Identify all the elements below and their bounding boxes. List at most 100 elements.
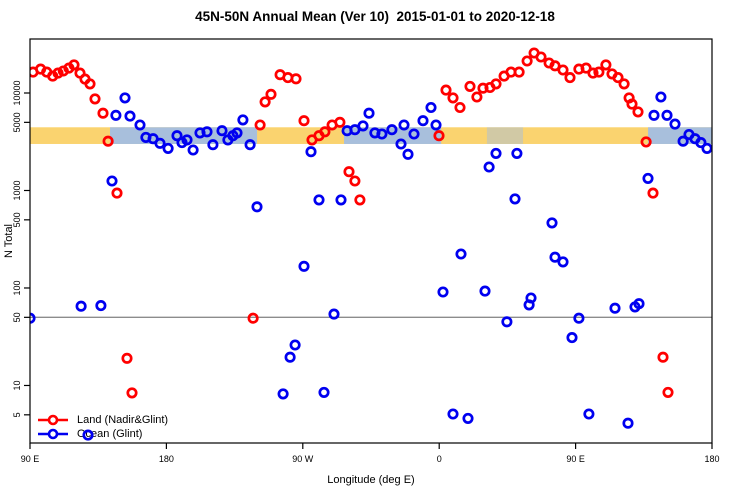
data-point-land bbox=[662, 386, 674, 398]
data-point-ocean bbox=[549, 251, 561, 263]
data-point-land bbox=[623, 92, 635, 104]
data-point-land bbox=[68, 59, 80, 71]
data-point-ocean bbox=[689, 133, 701, 145]
data-point-ocean bbox=[386, 124, 398, 136]
data-point-ocean bbox=[207, 139, 219, 151]
data-point-land bbox=[440, 84, 452, 96]
data-point-land bbox=[618, 78, 630, 90]
data-point-land bbox=[41, 66, 53, 78]
data-point-land bbox=[265, 88, 277, 100]
data-point-ocean bbox=[583, 408, 595, 420]
data-point-land bbox=[477, 82, 489, 94]
data-point-land bbox=[521, 55, 533, 67]
data-point-ocean bbox=[216, 125, 228, 137]
data-point-land bbox=[313, 130, 325, 142]
data-point-land bbox=[334, 116, 346, 128]
data-point-ocean bbox=[701, 142, 712, 154]
x-axis-label: Longitude (deg E) bbox=[327, 474, 415, 486]
data-point-ocean bbox=[277, 388, 289, 400]
data-point-ocean bbox=[318, 386, 330, 398]
data-point-land bbox=[632, 106, 644, 118]
data-point-ocean bbox=[447, 408, 459, 420]
data-point-ocean bbox=[648, 109, 660, 121]
data-point-land bbox=[564, 72, 576, 84]
data-point-ocean bbox=[669, 118, 681, 130]
data-point-land bbox=[306, 134, 318, 146]
data-point-ocean bbox=[231, 127, 243, 139]
data-point-ocean bbox=[171, 130, 183, 142]
data-point-ocean bbox=[284, 351, 296, 363]
x-tick-label: 90 E bbox=[566, 454, 585, 464]
data-point-ocean bbox=[622, 417, 634, 429]
data-point-ocean bbox=[119, 92, 131, 104]
data-point-ocean bbox=[181, 134, 193, 146]
y-tick-label: 10000 bbox=[12, 80, 22, 105]
data-point-ocean bbox=[609, 302, 621, 314]
data-point-ocean bbox=[437, 286, 449, 298]
data-point-ocean bbox=[462, 412, 474, 424]
blue-reference-band-segment bbox=[648, 127, 712, 144]
data-point-ocean bbox=[237, 114, 249, 126]
data-point-ocean bbox=[328, 308, 340, 320]
data-point-land bbox=[259, 96, 271, 108]
ocean-series-marker-icon bbox=[38, 428, 68, 440]
data-point-ocean bbox=[222, 134, 234, 146]
data-point-ocean bbox=[430, 119, 442, 131]
data-point-land bbox=[52, 67, 64, 79]
series-land bbox=[30, 47, 674, 399]
data-point-land bbox=[79, 73, 91, 85]
data-point-ocean bbox=[162, 142, 174, 154]
data-point-land bbox=[102, 135, 114, 147]
data-point-ocean bbox=[683, 128, 695, 141]
data-point-land bbox=[126, 387, 138, 399]
data-point-land bbox=[74, 67, 86, 79]
data-point-land bbox=[343, 166, 355, 178]
data-point-ocean bbox=[417, 115, 429, 127]
data-point-ocean bbox=[335, 194, 347, 206]
data-point-ocean bbox=[661, 109, 673, 121]
data-point-ocean bbox=[176, 137, 188, 149]
legend-label-land: Land (Nadir&Glint) bbox=[77, 414, 169, 426]
data-point-ocean bbox=[134, 119, 146, 131]
data-point-ocean bbox=[642, 172, 654, 184]
data-point-land bbox=[593, 66, 605, 78]
legend-item-land: Land (Nadir&Glint) bbox=[37, 413, 168, 427]
data-point-land bbox=[57, 65, 69, 77]
data-point-ocean bbox=[363, 107, 375, 119]
data-point-ocean bbox=[313, 194, 325, 206]
data-point-ocean bbox=[106, 175, 118, 187]
data-point-land bbox=[84, 78, 96, 90]
land-series-marker-icon bbox=[38, 414, 68, 426]
series-ocean bbox=[30, 91, 712, 441]
y-tick-label: 1000 bbox=[12, 180, 22, 200]
data-point-land bbox=[647, 187, 659, 199]
data-point-ocean bbox=[251, 201, 263, 213]
data-point-land bbox=[513, 66, 525, 78]
data-point-ocean bbox=[490, 147, 502, 159]
data-point-ocean bbox=[655, 91, 667, 103]
data-point-ocean bbox=[566, 332, 578, 344]
y-tick-label: 100 bbox=[12, 280, 22, 295]
data-point-ocean bbox=[75, 300, 87, 312]
data-point-land bbox=[447, 92, 459, 104]
data-point-ocean bbox=[629, 301, 641, 313]
data-point-ocean bbox=[194, 127, 206, 139]
data-point-ocean bbox=[525, 292, 537, 304]
data-point-ocean bbox=[511, 147, 523, 159]
data-point-ocean bbox=[201, 126, 213, 138]
data-point-ocean bbox=[369, 127, 381, 139]
data-point-land bbox=[657, 351, 669, 363]
data-point-ocean bbox=[633, 298, 645, 310]
data-point-ocean bbox=[289, 339, 301, 351]
data-point-land bbox=[498, 70, 510, 82]
data-point-land bbox=[35, 63, 47, 75]
data-point-land bbox=[535, 51, 547, 63]
data-point-land bbox=[30, 66, 39, 78]
x-tick-label: 180 bbox=[159, 454, 174, 464]
data-point-ocean bbox=[154, 137, 166, 149]
data-point-land bbox=[47, 70, 59, 82]
data-point-ocean bbox=[244, 139, 256, 151]
data-point-land bbox=[247, 312, 259, 324]
data-point-ocean bbox=[30, 312, 36, 324]
